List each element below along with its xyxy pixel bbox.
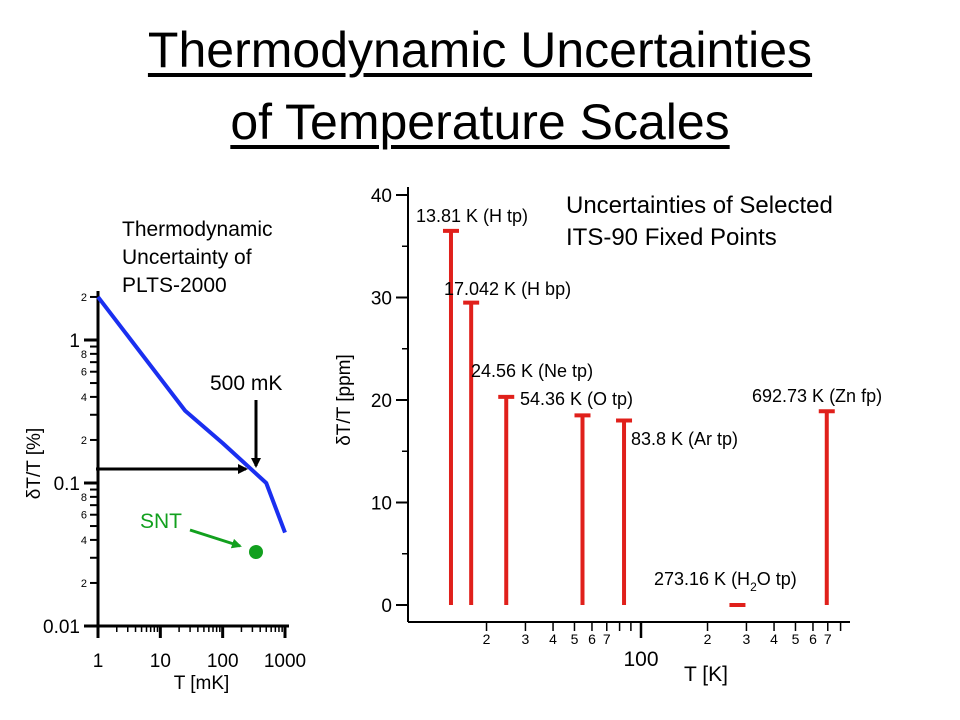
slide-title-line-1: Thermodynamic Uncertainties (147, 22, 813, 78)
left-y-minor-label: 2 (81, 292, 87, 304)
right-chart-caption: Uncertainties of Selected ITS-90 Fixed P… (566, 190, 833, 254)
right-x-minor-tick-label: 3 (522, 631, 530, 647)
left-caption-line-1: Thermodynamic (122, 218, 273, 241)
fixed-point-label-part: O tp) (757, 569, 797, 589)
right-x-minor-tick-label: 7 (824, 631, 832, 647)
right-x-major-tick-label: 100 (623, 648, 658, 671)
right-x-minor-tick-label: 3 (743, 631, 751, 647)
fixed-point-label-subscript: 2 (750, 580, 757, 594)
annotation-500mk-label: 500 mK (210, 372, 282, 395)
right-y-tick-label: 0 (381, 596, 392, 617)
left-caption-line-3: PLTS-2000 (122, 274, 227, 297)
right-x-minor-tick-label: 5 (571, 631, 579, 647)
fixed-point-label: 13.81 K (H tp) (416, 206, 528, 226)
right-y-axis-label: δT/T [ppm] (334, 354, 355, 446)
fixed-point-label: 54.36 K (O tp) (520, 389, 633, 409)
right-y-tick-label: 20 (371, 391, 392, 412)
right-y-tick-label: 10 (371, 494, 392, 515)
right-x-minor-tick-label: 6 (588, 631, 596, 647)
left-x-axis-label: T [mK] (174, 673, 230, 694)
left-y-minor-label: 6 (81, 367, 87, 379)
left-x-tick-label: 10 (150, 651, 171, 672)
right-y-tick-label: 30 (371, 289, 392, 310)
left-y-minor-label: 8 (81, 349, 87, 361)
left-y-minor-label: 2 (81, 578, 87, 590)
left-x-tick-label: 100 (207, 651, 239, 672)
right-y-tick-label: 40 (371, 186, 392, 207)
left-x-tick-label: 1 (93, 651, 104, 672)
slide-title-line-2: of Temperature Scales (230, 94, 730, 150)
fixed-point-label: 83.8 K (Ar tp) (631, 429, 738, 449)
right-x-minor-tick-label: 4 (549, 631, 557, 647)
left-y-minor-label: 2 (81, 435, 87, 447)
right-x-axis-label: T [K] (684, 663, 728, 686)
annotation-snt-arrow (189, 528, 242, 549)
fixed-point-label: 17.042 K (H bp) (444, 279, 571, 299)
snt-data-point (249, 545, 263, 559)
right-x-minor-tick-label: 4 (770, 631, 778, 647)
right-caption-line-2: ITS-90 Fixed Points (566, 224, 777, 251)
left-chart-caption: Thermodynamic Uncertainty of PLTS-2000 (122, 216, 273, 300)
left-caption-line-2: Uncertainty of (122, 246, 252, 269)
right-x-minor-tick-label: 2 (704, 631, 712, 647)
fixed-point-label: 24.56 K (Ne tp) (471, 361, 593, 381)
left-y-minor-label: 8 (81, 492, 87, 504)
fixed-point-label: 273.16 K (H2O tp) (654, 569, 797, 594)
left-y-axis-label: δT/T [%] (24, 428, 45, 499)
left-y-minor-label: 6 (81, 510, 87, 522)
right-x-minor-tick-label: 6 (809, 631, 817, 647)
left-y-tick-label: 0.1 (54, 474, 80, 495)
fixed-point-label-part: 273.16 K (H (654, 569, 750, 589)
plts2000-uncertainty-line (96, 295, 287, 534)
left-y-tick-label: 0.01 (43, 617, 80, 638)
right-x-minor-tick-label: 2 (483, 631, 491, 647)
fixed-point-label: 692.73 K (Zn fp) (752, 386, 882, 406)
left-x-tick-label: 1000 (264, 651, 306, 672)
left-y-tick-label: 1 (69, 331, 80, 352)
right-x-minor-tick-label: 5 (792, 631, 800, 647)
left-y-minor-label: 4 (81, 392, 87, 404)
right-caption-line-1: Uncertainties of Selected (566, 192, 833, 219)
left-y-minor-label: 4 (81, 535, 87, 547)
right-x-minor-tick-label: 7 (603, 631, 611, 647)
annotation-snt-label: SNT (140, 510, 182, 533)
left-chart: 0.01 0.1 1 2 4 6 8 2 4 6 8 2 1 10 100 1000 T [mK] δT/T [%… (24, 291, 306, 694)
